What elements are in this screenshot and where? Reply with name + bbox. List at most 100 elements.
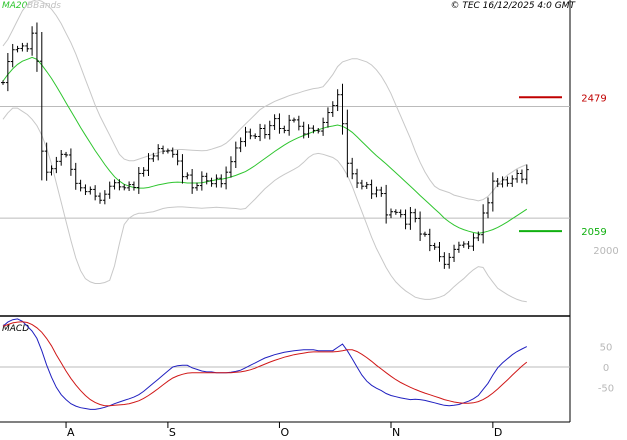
price-bar	[432, 242, 437, 250]
price-bar	[505, 176, 510, 187]
price-bar	[413, 208, 418, 223]
price-bar	[476, 231, 481, 242]
price-bar	[466, 241, 471, 250]
price-bar	[447, 252, 452, 269]
macd-axis-ticks: 50 0 -50	[598, 343, 614, 395]
price-bar	[262, 124, 267, 139]
price-bar	[127, 181, 132, 192]
price-bar	[122, 184, 127, 191]
x-tick-label: N	[392, 426, 400, 439]
price-bar	[490, 172, 495, 212]
price-bar	[175, 150, 180, 166]
bb-lower-line	[2, 107, 527, 303]
price-bar	[408, 207, 413, 230]
bollinger-bands	[2, 0, 527, 303]
price-bar	[335, 89, 340, 112]
price-bar	[34, 22, 39, 72]
price-bar	[311, 125, 316, 134]
macd-tick-label: -50	[598, 383, 614, 394]
price-bar	[418, 211, 423, 241]
price-bar	[117, 179, 122, 191]
x-tick-label: O	[280, 426, 289, 439]
price-bar	[98, 192, 102, 204]
price-bar	[359, 179, 364, 190]
price-bar	[88, 186, 93, 195]
price-bar	[389, 208, 393, 219]
price-bar	[151, 152, 156, 162]
price-bar	[427, 228, 432, 252]
bb-upper-line	[2, 0, 527, 202]
ma20-line-group	[2, 56, 528, 234]
price-bar	[369, 179, 374, 199]
price-bar	[258, 123, 263, 142]
price-bar	[350, 157, 355, 180]
price-bar	[403, 209, 408, 230]
price-bar	[64, 151, 69, 158]
price-bar	[306, 124, 311, 138]
price-bar	[15, 45, 20, 53]
price-bar	[195, 182, 199, 191]
price-bar	[364, 181, 369, 189]
ma20-line	[2, 56, 528, 234]
price-bar	[180, 154, 185, 184]
price-bar	[461, 241, 466, 248]
price-bar	[228, 156, 233, 178]
macd-tick-label: 0	[603, 363, 609, 374]
x-tick-label: D	[494, 426, 502, 439]
price-tick-label: 2000	[593, 246, 618, 257]
price-bar	[330, 101, 335, 117]
price-bar	[296, 115, 301, 131]
price-bar	[282, 125, 287, 134]
price-bar	[204, 172, 209, 185]
x-tick-label: S	[169, 426, 176, 439]
price-bar	[519, 169, 524, 184]
price-bar	[515, 169, 520, 183]
price-bar	[1, 80, 5, 85]
price-bar	[500, 176, 505, 188]
price-bar	[39, 32, 44, 181]
price-bar	[292, 117, 296, 123]
price-bar	[112, 179, 117, 190]
price-bar	[398, 209, 403, 218]
price-bar	[340, 83, 345, 135]
price-bar	[316, 127, 321, 134]
price-bar	[165, 148, 170, 154]
price-bar	[170, 147, 175, 158]
reference-lines: 2479 2059	[519, 93, 607, 238]
price-bar	[253, 133, 258, 139]
macd-line	[2, 318, 528, 410]
price-bar	[20, 42, 25, 52]
price-bar	[321, 117, 326, 136]
indicator-label-bbands: BBands	[27, 1, 61, 11]
price-bar	[495, 178, 500, 188]
price-bar	[83, 184, 88, 196]
price-bar	[190, 169, 195, 194]
price-bar	[442, 252, 447, 269]
x-tick-label: A	[67, 426, 75, 439]
price-bar	[156, 144, 161, 161]
price-bar	[107, 181, 112, 199]
price-bar	[272, 114, 277, 130]
signal-line	[2, 321, 528, 407]
price-bar	[10, 43, 15, 68]
price-bar	[379, 186, 384, 197]
price-bar	[146, 153, 151, 176]
price-bar	[384, 184, 389, 224]
price-bar	[214, 174, 219, 188]
price-bar	[44, 142, 49, 181]
price-bar	[325, 107, 330, 128]
price-bar	[199, 171, 204, 191]
price-bar	[355, 168, 360, 189]
price-bar	[510, 175, 515, 187]
price-bar	[224, 166, 229, 190]
price-bar	[486, 197, 490, 219]
macd-lines	[2, 318, 528, 410]
price-bar	[93, 185, 98, 201]
price-bar	[437, 242, 442, 262]
price-bar	[185, 172, 190, 180]
price-bar	[136, 167, 141, 194]
price-bar	[102, 190, 107, 205]
price-bars	[1, 22, 529, 269]
